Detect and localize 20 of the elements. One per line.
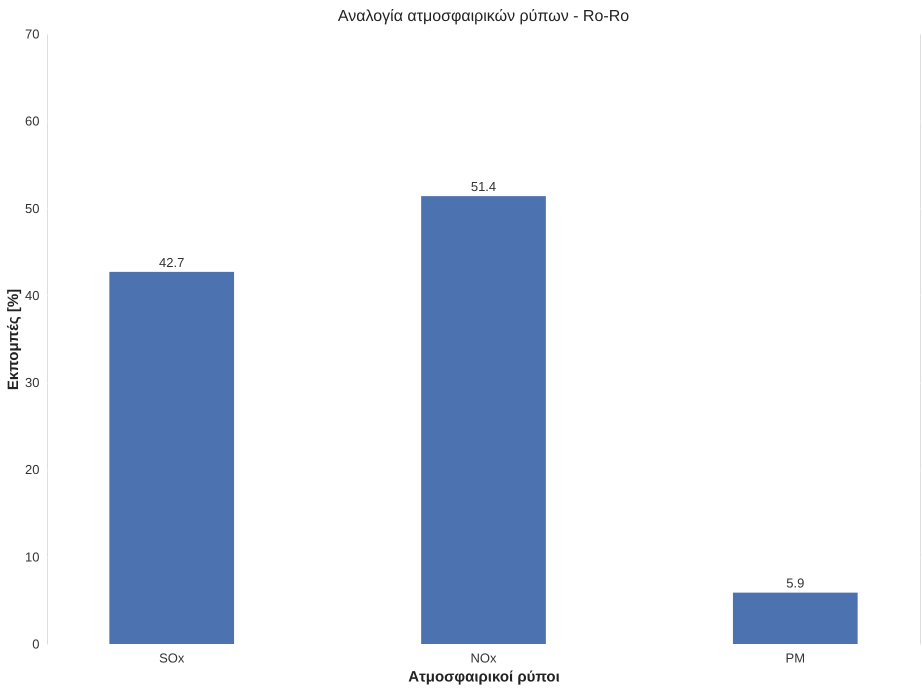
y-tick-label: 30	[25, 375, 40, 390]
y-tick-label: 70	[25, 26, 40, 42]
y-tick-label: 10	[25, 549, 40, 564]
x-tick-label: PM	[786, 650, 806, 666]
y-tick-label: 40	[25, 288, 40, 303]
y-tick-label: 60	[25, 114, 40, 129]
data-label: 42.7	[159, 254, 184, 270]
bar	[421, 196, 546, 644]
y-axis-title: Εκπομπές [%]	[5, 288, 22, 390]
y-tick-label: 0	[32, 636, 40, 652]
data-label: 5.9	[786, 576, 804, 591]
bar	[109, 272, 234, 644]
data-label: 51.4	[470, 179, 496, 194]
x-tick-label: SOx	[159, 650, 185, 666]
y-tick-label: 50	[25, 200, 40, 216]
bar	[732, 592, 858, 644]
chart-title: Αναλογία ατμοσφαιρικών ρύπων - Ro-Ro	[338, 8, 630, 25]
y-tick-label: 20	[25, 462, 40, 478]
x-axis-title: Ατμοσφαιρικοί ρύποι	[408, 668, 560, 686]
x-tick-label: NOx	[470, 650, 497, 666]
